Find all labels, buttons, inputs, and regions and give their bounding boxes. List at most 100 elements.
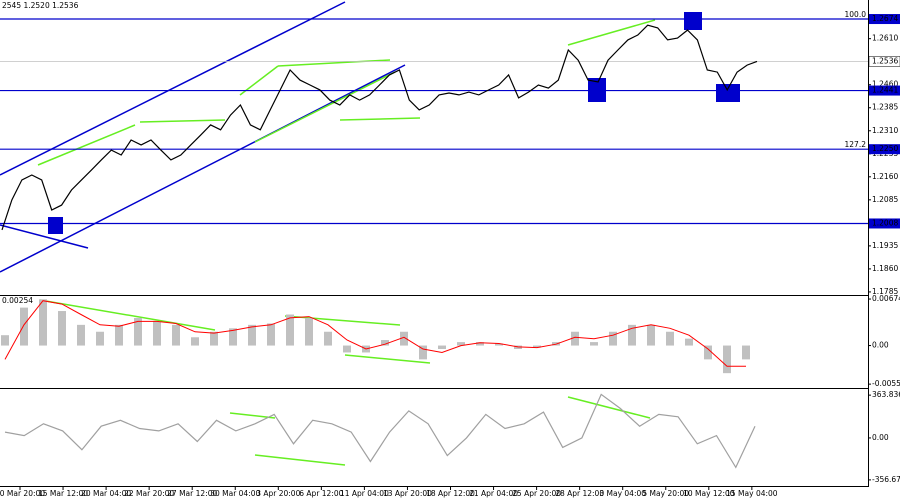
x-tick-label: 15 May 04:00	[726, 489, 778, 498]
histogram-bar	[267, 323, 275, 346]
y-tick-label: -0.00559	[872, 379, 900, 388]
x-tick-label: 3 Apr 20:00	[256, 489, 300, 498]
level-label: 1.2250	[872, 144, 898, 153]
level-label-box	[869, 85, 900, 96]
y-tick-label: 1.1935	[872, 241, 898, 250]
histogram-bar	[77, 324, 85, 346]
histogram-bar	[666, 331, 674, 346]
histogram-bar	[609, 331, 617, 346]
histogram-bar	[1, 335, 9, 346]
x-tick-label: 5 May 20:00	[642, 489, 689, 498]
histogram-bar	[229, 328, 237, 346]
x-tick-label: 11 Apr 04:00	[340, 489, 389, 498]
histogram-bar	[191, 337, 199, 346]
histogram-bar	[533, 345, 541, 348]
y-tick-label: 0.00674	[872, 294, 900, 303]
histogram-bar	[286, 314, 294, 346]
level-label-box	[869, 144, 900, 155]
histogram-bar	[571, 331, 579, 346]
y-tick-label: 1.1785	[872, 287, 898, 296]
divergence-line	[39, 299, 216, 331]
level-label-box	[869, 218, 900, 229]
histogram-bar	[400, 331, 408, 346]
y-tick-label: 0.00	[872, 341, 889, 350]
x-tick-label: 3 May 04:00	[599, 489, 646, 498]
last-price-box	[868, 56, 900, 67]
histogram-bar	[647, 324, 655, 346]
histogram-bar	[343, 345, 351, 353]
last-price-label: 1.2536	[872, 56, 898, 65]
x-tick-label: 20 Mar 04:00	[81, 489, 131, 498]
histogram-bar	[20, 307, 28, 346]
marker-box	[716, 84, 740, 102]
series-line	[1, 24, 758, 231]
divergence-line	[567, 396, 651, 419]
histogram-bar	[704, 345, 712, 360]
histogram-bar	[324, 331, 332, 346]
channel-line	[0, 64, 406, 273]
histogram-bar	[115, 324, 123, 346]
histogram-bar	[438, 345, 446, 350]
marker-box	[684, 12, 702, 30]
histogram-bar	[685, 338, 693, 346]
histogram-bar	[134, 317, 142, 346]
divergence-line	[567, 19, 656, 46]
channel-line	[0, 1, 346, 176]
x-tick-label: 10 May 12:00	[683, 489, 735, 498]
header: 2545 1.2520 1.2536	[2, 1, 79, 10]
annotation: 100.0	[845, 10, 867, 19]
y-tick-label: 1.2385	[872, 103, 898, 112]
divergence-line	[254, 454, 346, 466]
level-label-box	[869, 14, 900, 25]
series-line	[4, 393, 756, 469]
histogram-bar	[723, 345, 731, 374]
frame	[0, 0, 869, 487]
level-label: 1.2674	[872, 14, 898, 23]
y-tick-label: 1.2310	[872, 126, 898, 135]
x-tick-label: 27 Mar 12:00	[167, 489, 217, 498]
divergence-lines	[37, 19, 656, 466]
histogram-bar	[419, 345, 427, 360]
divergence-line	[139, 119, 226, 123]
histogram-bar	[476, 342, 484, 346]
divergence-line	[339, 117, 421, 121]
x-tick-label: 15 Mar 12:00	[38, 489, 88, 498]
trend-line	[0, 224, 89, 249]
histogram-bar	[153, 321, 161, 346]
marker-box	[48, 217, 63, 234]
histogram-bar	[172, 324, 180, 346]
histogram-bar	[58, 311, 66, 346]
y-tick-label: 1.2460	[872, 80, 898, 89]
x-tick-label: 18 Apr 12:00	[426, 489, 475, 498]
indicator-label: 0.00254	[2, 296, 33, 305]
histogram-bar	[457, 342, 465, 346]
divergence-line	[344, 354, 431, 364]
trend-lines	[0, 1, 406, 273]
x-tick-label: 21 Apr 04:00	[469, 489, 518, 498]
histogram-bar	[381, 340, 389, 346]
histogram-bar	[210, 331, 218, 346]
annotation: 127.2	[845, 140, 867, 149]
histogram-bar	[248, 324, 256, 346]
histogram-bar	[495, 343, 503, 346]
x-tick-label: 30 Mar 04:00	[210, 489, 260, 498]
histogram-bar	[96, 331, 104, 346]
histogram-bar	[742, 345, 750, 360]
y-tick-label: 1.2610	[872, 34, 898, 43]
divergence-line	[254, 71, 396, 143]
x-tick-label: 22 Mar 20:00	[124, 489, 174, 498]
divergence-line	[37, 124, 136, 166]
y-tick-label: 0.00	[872, 433, 889, 442]
x-tick-label: 10 Mar 20:00	[0, 489, 45, 498]
x-tick-label: 25 Apr 20:00	[512, 489, 561, 498]
y-tick-label: 1.2085	[872, 195, 898, 204]
divergence-line	[284, 315, 401, 326]
x-tick-label: 6 Apr 12:00	[299, 489, 343, 498]
x-tick-label: 13 Apr 20:00	[383, 489, 432, 498]
histogram-bar	[628, 324, 636, 346]
signal-line	[4, 300, 746, 367]
histogram-bar	[590, 342, 598, 346]
histogram-bar	[305, 317, 313, 346]
